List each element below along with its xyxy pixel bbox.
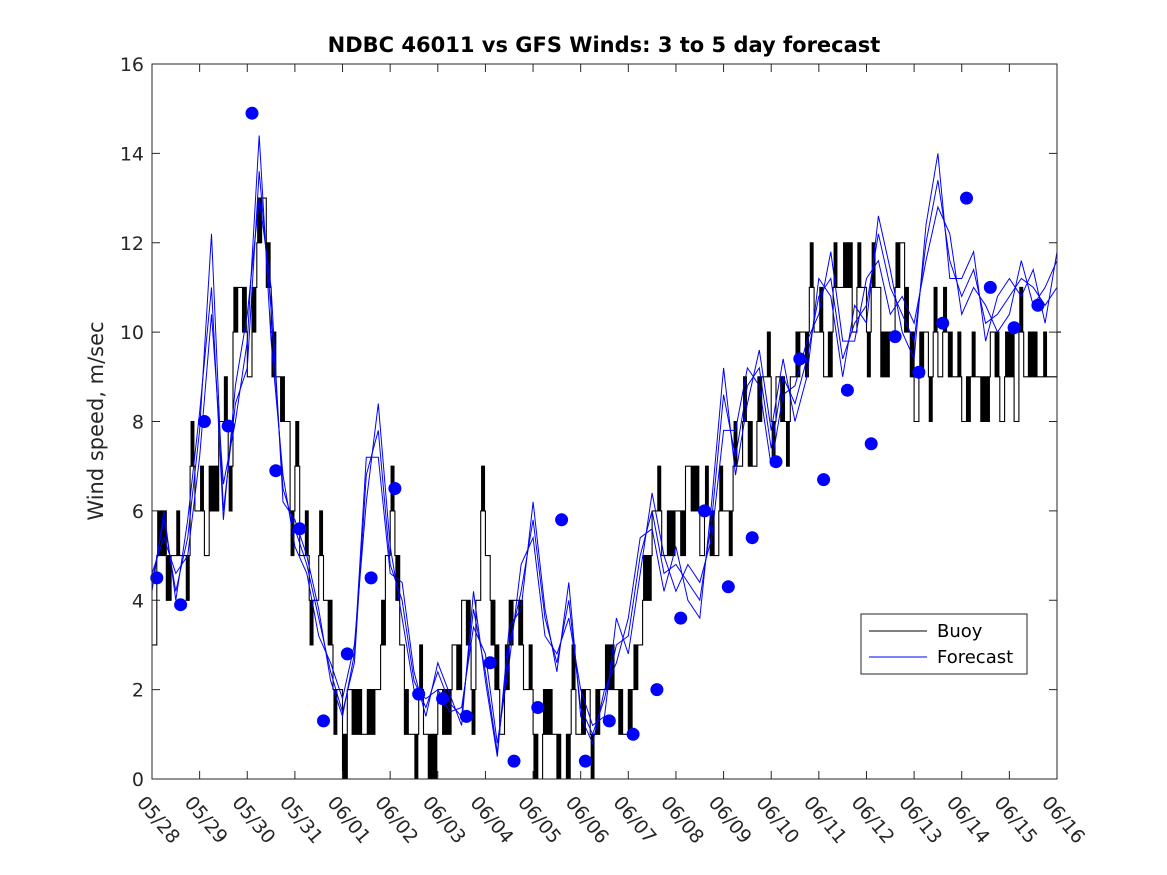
forecast-dot [578,754,592,768]
forecast-dot [602,714,616,728]
x-tick-label: 06/13 [894,792,946,848]
buoy-line [152,197,1061,780]
forecast-dot [245,106,259,120]
forecast-dot [674,611,688,625]
x-tick-label: 06/07 [608,792,660,848]
forecast-dot [412,687,426,701]
x-tick-label: 05/30 [227,792,279,848]
forecast-dot [721,580,735,594]
x-tick-label: 06/12 [847,792,899,848]
forecast-dot [698,504,711,518]
forecast-dot [293,522,307,536]
forecast-dot [507,754,521,768]
x-tick-label: 05/29 [180,792,232,848]
x-tick-label: 06/15 [990,792,1042,848]
x-tick-label: 05/28 [132,792,184,848]
forecast-dot [960,191,973,205]
forecast-dot [221,419,235,433]
forecast-dot [650,683,664,697]
forecast-line [151,135,1058,744]
forecast-dot [626,727,640,741]
forecast-dot [1007,321,1021,335]
x-tick-label: 06/03 [418,792,470,848]
forecast-dot [436,692,450,706]
x-tick-label: 06/14 [942,792,994,848]
forecast-dot [817,473,831,487]
forecast-dot [150,571,164,585]
y-axis-label: Wind speed, m/sec [84,321,108,520]
y-tick-label: 16 [120,54,144,76]
y-tick-label: 14 [120,143,144,165]
y-tick-label: 2 [132,680,144,702]
x-tick-label: 06/10 [751,792,803,848]
forecast-dot [936,316,950,330]
forecast-dot [269,464,283,478]
forecast-dot [364,571,378,585]
forecast-dot [793,352,807,366]
forecast-dot [531,701,545,714]
legend-box [860,613,1028,675]
forecast-dot [197,415,211,428]
legend-buoy-label: Buoy [937,621,983,642]
forecast-line [151,171,1058,753]
forecast-dot [340,647,354,661]
forecast-line [151,153,1058,757]
forecast-dot [483,656,497,670]
buoy-series [152,197,1061,780]
y-tick-label: 6 [132,501,144,523]
x-tick-label: 05/31 [275,792,327,848]
chart-title: NDBC 46011 vs GFS Winds: 3 to 5 day fore… [328,33,881,57]
forecast-dot [912,365,926,379]
forecast-dot [1031,298,1045,312]
forecast-dot [555,513,569,527]
y-axis: 0 2 4 6 8 10 12 14 16 [120,54,1057,791]
y-tick-label: 0 [132,769,144,791]
x-tick-label: 06/06 [561,792,613,848]
forecast-dot [888,330,902,344]
forecast-dot [174,598,188,612]
x-tick-label: 06/16 [1037,792,1089,848]
x-tick-label: 06/05 [513,792,565,848]
forecast-dot [745,531,759,545]
forecast-dot [864,437,878,451]
forecast-dot [459,709,473,723]
forecast-series [151,135,1058,757]
x-tick-label: 06/04 [466,792,518,848]
forecast-dots [150,106,1045,768]
x-tick-label: 06/08 [656,792,708,848]
y-tick-label: 10 [120,322,144,344]
forecast-dot [769,455,783,469]
legend-forecast-label: Forecast [937,647,1013,668]
x-tick-label: 06/01 [323,792,375,848]
x-tick-label: 06/11 [799,792,851,848]
x-tick-label: 06/02 [370,792,422,848]
y-tick-label: 8 [132,412,144,434]
x-tick-label: 06/09 [704,792,756,848]
forecast-dot [317,714,330,728]
forecast-dot [983,280,997,294]
y-tick-label: 12 [120,233,144,255]
y-tick-label: 4 [132,590,144,612]
forecast-dot [840,383,854,397]
forecast-dot [388,482,402,495]
legend: Buoy Forecast [860,613,1028,675]
